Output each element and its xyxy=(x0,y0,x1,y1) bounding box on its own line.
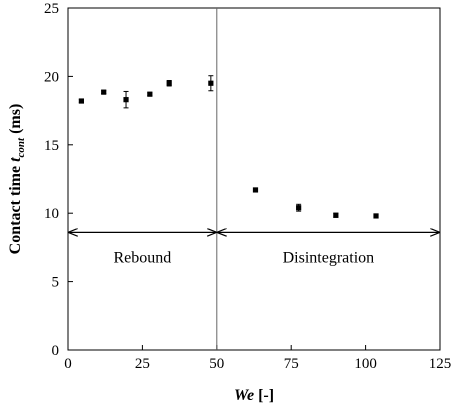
data-point xyxy=(208,80,214,86)
y-tick-label: 5 xyxy=(52,275,60,291)
data-point xyxy=(147,91,153,97)
y-tick-label: 20 xyxy=(44,69,59,85)
y-axis-title: Contact time tcont (ms) xyxy=(7,104,27,255)
data-point xyxy=(296,205,302,211)
x-tick-label: 50 xyxy=(209,356,224,372)
x-tick-label: 100 xyxy=(354,356,377,372)
x-tick-label: 25 xyxy=(135,356,150,372)
x-tick-label: 125 xyxy=(429,356,452,372)
y-tick-label: 25 xyxy=(44,1,59,17)
x-axis-title: We [-] xyxy=(234,387,274,404)
regime-regions: Rebound Disintegration xyxy=(69,232,439,266)
y-tick-label: 15 xyxy=(44,138,59,154)
x-tick-label: 75 xyxy=(284,356,299,372)
data-point xyxy=(123,97,129,103)
axis-tick-labels: 0 25 50 75 100 125 0 5 10 15 20 25 xyxy=(44,1,451,372)
data-point xyxy=(101,89,107,95)
data-points xyxy=(78,75,379,219)
data-point xyxy=(78,98,84,104)
plot-area-frame xyxy=(67,7,441,351)
data-point xyxy=(166,80,172,86)
data-point xyxy=(373,213,379,219)
x-tick-label: 0 xyxy=(64,356,72,372)
y-tick-label: 10 xyxy=(44,206,59,222)
region-label: Rebound xyxy=(114,249,172,266)
data-point xyxy=(333,212,339,218)
axis-ticks xyxy=(67,7,441,351)
region-label: Disintegration xyxy=(283,249,375,266)
y-tick-label: 0 xyxy=(52,343,60,359)
data-point xyxy=(252,187,259,193)
